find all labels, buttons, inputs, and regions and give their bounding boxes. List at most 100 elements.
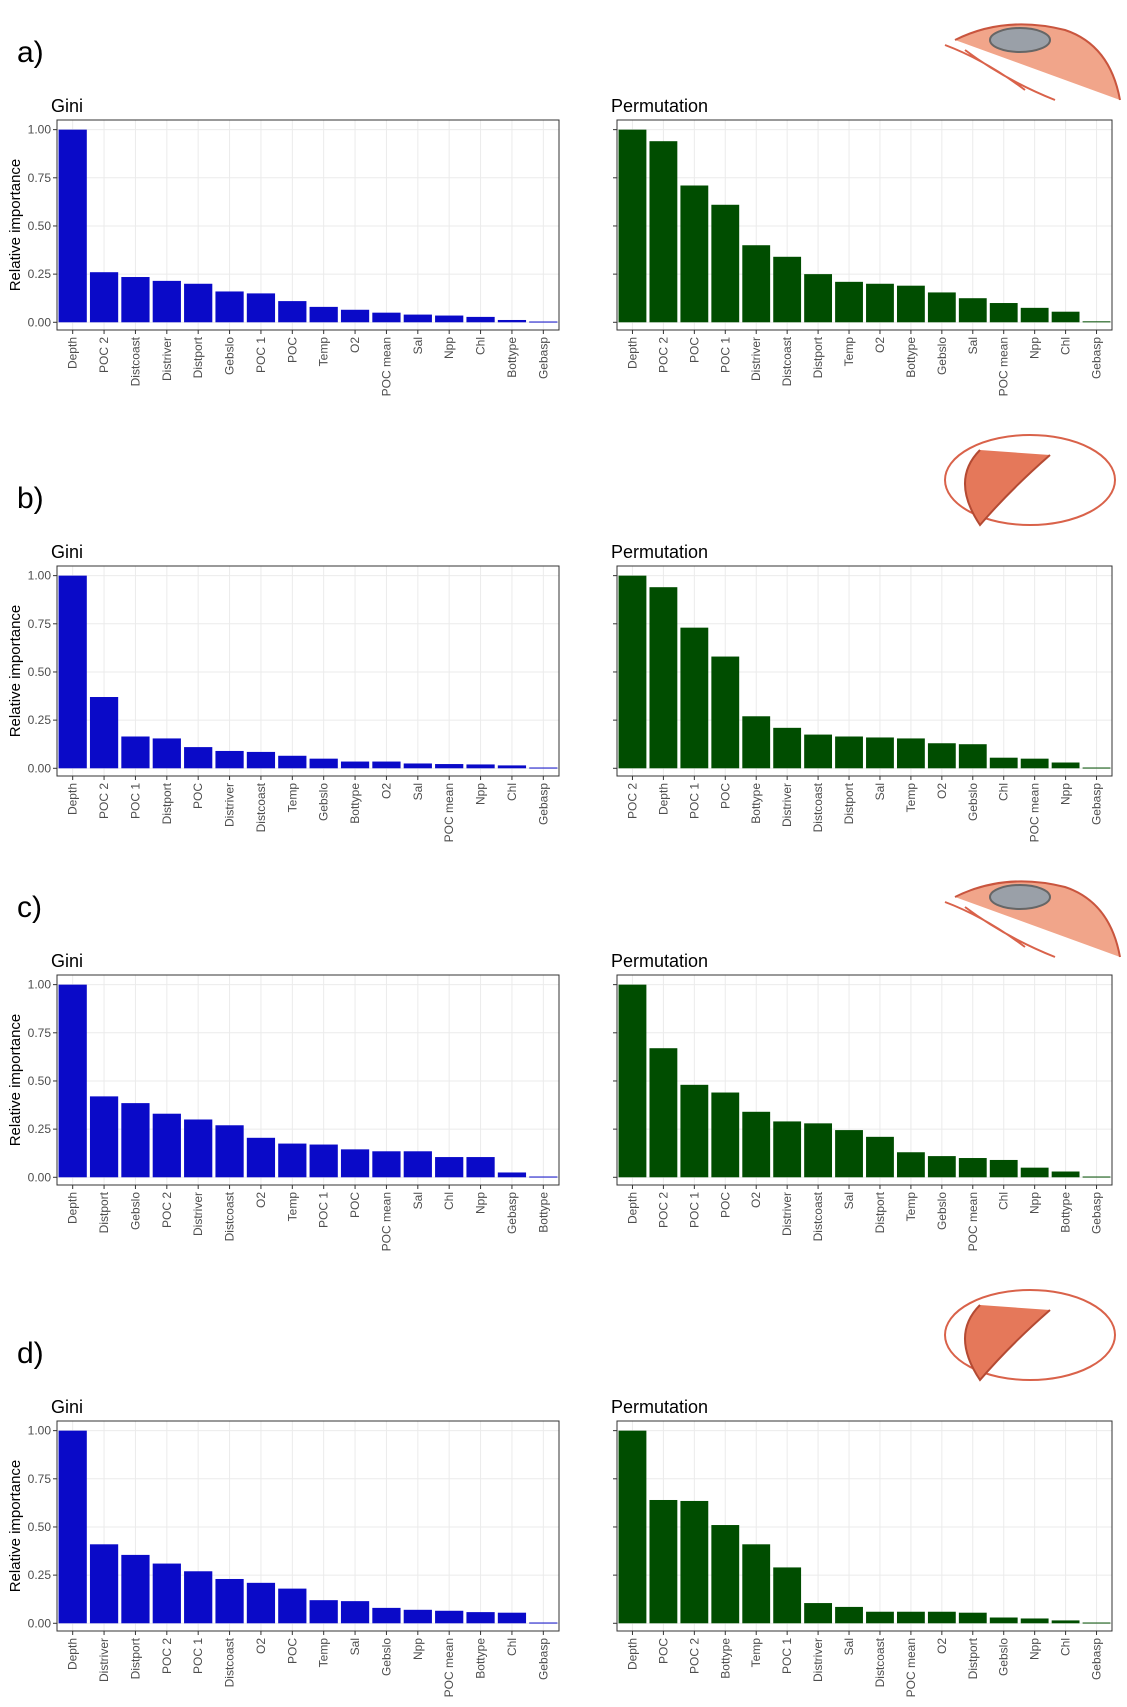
bar bbox=[896, 1611, 925, 1624]
y-tick-label: 1.00 bbox=[28, 123, 52, 137]
bar bbox=[215, 1578, 244, 1624]
bar bbox=[1082, 321, 1111, 323]
bar bbox=[529, 1176, 558, 1178]
x-tick-label: Depth bbox=[625, 1638, 639, 1670]
bar bbox=[649, 587, 678, 769]
x-tick-label: Gebasp bbox=[536, 783, 550, 825]
bar bbox=[372, 1607, 401, 1624]
x-tick-label: POC bbox=[348, 1192, 362, 1218]
bar bbox=[711, 1092, 740, 1178]
bar bbox=[1051, 311, 1080, 323]
y-tick-label: 1.00 bbox=[28, 1424, 52, 1438]
bar bbox=[649, 141, 678, 323]
x-tick-label: Distcoast bbox=[873, 1637, 887, 1687]
x-tick-label: Chl bbox=[505, 1638, 519, 1656]
x-tick-label: Npp bbox=[1028, 1192, 1042, 1214]
bar bbox=[278, 1143, 307, 1178]
bar bbox=[435, 1157, 464, 1178]
y-tick-label: 0.25 bbox=[28, 1568, 52, 1582]
x-tick-label: POC mean bbox=[379, 337, 393, 396]
bar bbox=[58, 984, 87, 1178]
bar bbox=[1082, 1176, 1111, 1178]
bar bbox=[618, 1430, 647, 1624]
bar bbox=[529, 767, 558, 769]
x-tick-label: POC 2 bbox=[656, 337, 670, 373]
x-tick-label: Npp bbox=[1028, 337, 1042, 359]
bar bbox=[184, 1571, 213, 1624]
bar bbox=[742, 716, 771, 769]
bar bbox=[152, 738, 181, 769]
shrimp-icon bbox=[944, 434, 1116, 527]
bar bbox=[835, 736, 863, 769]
x-tick-label: Distcoast bbox=[811, 1191, 825, 1241]
x-tick-label: POC bbox=[191, 783, 205, 809]
y-tick-label: 1.00 bbox=[28, 569, 52, 583]
bar bbox=[466, 1612, 495, 1624]
x-tick-label: O2 bbox=[935, 1638, 949, 1654]
y-tick-label: 0.25 bbox=[28, 713, 52, 727]
bar bbox=[89, 272, 119, 323]
plot-frame bbox=[56, 1420, 560, 1632]
bar bbox=[773, 1121, 802, 1178]
chart-title: Gini bbox=[51, 951, 83, 971]
x-tick-label: POC 2 bbox=[97, 337, 111, 373]
bar bbox=[403, 1151, 432, 1178]
bar bbox=[89, 697, 119, 769]
bar bbox=[340, 1149, 370, 1178]
bar bbox=[466, 764, 495, 769]
x-tick-label: O2 bbox=[254, 1638, 268, 1654]
x-tick-label: Chl bbox=[997, 783, 1011, 801]
y-axis-label: Relative importance bbox=[7, 159, 24, 292]
bar bbox=[958, 744, 987, 769]
chart-title: Gini bbox=[51, 1397, 83, 1417]
bar bbox=[246, 751, 276, 769]
x-tick-label: Bottype bbox=[474, 1638, 488, 1679]
bar bbox=[121, 277, 150, 323]
x-tick-label: POC 2 bbox=[687, 1638, 701, 1674]
x-tick-label: Temp bbox=[904, 1192, 918, 1222]
bar bbox=[958, 1612, 987, 1624]
bar bbox=[372, 761, 401, 769]
x-tick-label: Bottype bbox=[749, 783, 763, 824]
bar bbox=[340, 1601, 370, 1624]
y-tick-label: 0.50 bbox=[28, 665, 52, 679]
bar bbox=[866, 1611, 894, 1624]
bar bbox=[927, 743, 956, 769]
bar bbox=[184, 283, 213, 323]
x-tick-label: Gebslo bbox=[966, 783, 980, 821]
bar bbox=[680, 185, 709, 323]
bar bbox=[246, 1582, 276, 1624]
y-tick-label: 0.50 bbox=[28, 219, 52, 233]
bar bbox=[927, 1611, 956, 1624]
shrimp-illustrations bbox=[944, 23, 1121, 1382]
x-tick-label: POC mean bbox=[379, 1192, 393, 1251]
bar bbox=[896, 1152, 925, 1178]
x-tick-label: Bottype bbox=[536, 1192, 550, 1233]
chart-title: Permutation bbox=[611, 542, 708, 562]
y-tick-label: 0.00 bbox=[28, 761, 52, 775]
x-tick-label: O2 bbox=[254, 1192, 268, 1208]
bar bbox=[989, 757, 1018, 769]
bar bbox=[497, 765, 527, 769]
bar bbox=[618, 575, 647, 769]
x-tick-label: Gebslo bbox=[997, 1638, 1011, 1676]
x-tick-label: POC bbox=[656, 1638, 670, 1664]
x-tick-label: POC bbox=[718, 1192, 732, 1218]
x-tick-label: Bottype bbox=[348, 783, 362, 824]
panel-label: a) bbox=[17, 36, 44, 69]
bar bbox=[742, 245, 771, 323]
bar bbox=[184, 1119, 213, 1178]
x-tick-label: Distriver bbox=[749, 337, 763, 381]
bar bbox=[804, 734, 833, 769]
x-tick-label: Distport bbox=[191, 336, 205, 378]
y-tick-label: 0.50 bbox=[28, 1520, 52, 1534]
x-tick-label: Gebasp bbox=[1090, 337, 1104, 379]
x-tick-label: POC 2 bbox=[160, 1638, 174, 1674]
bar bbox=[529, 321, 558, 323]
x-tick-label: Temp bbox=[285, 783, 299, 813]
bar bbox=[680, 1500, 709, 1624]
x-tick-label: Temp bbox=[317, 337, 331, 367]
x-tick-label: Npp bbox=[411, 1638, 425, 1660]
plot-frame bbox=[616, 565, 1113, 777]
bar bbox=[309, 1144, 338, 1178]
